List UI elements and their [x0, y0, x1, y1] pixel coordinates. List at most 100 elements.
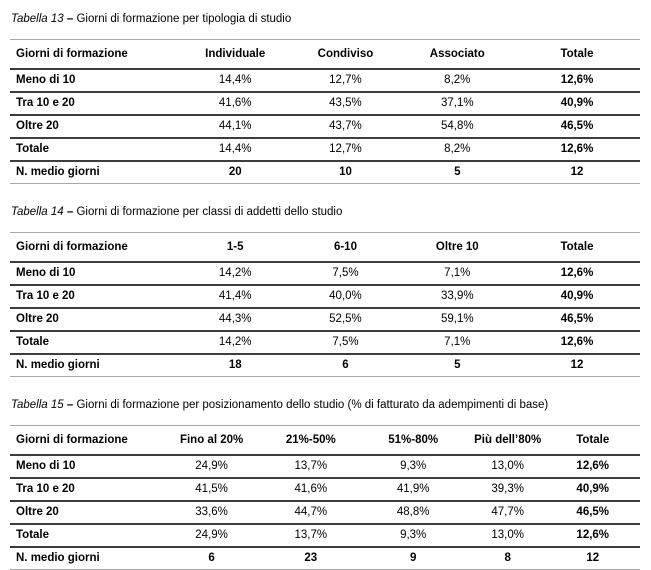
table-title: Tabella 15 – Giorni di formazione per po… — [11, 398, 640, 413]
cell-value: 7,5% — [290, 330, 401, 354]
table-row: Tra 10 e 20 41,6% 43,5% 37,1% 40,9% — [10, 91, 640, 115]
table-title-separator: – — [66, 399, 74, 411]
row-label: Tra 10 e 20 — [10, 477, 159, 501]
table-row: Meno di 10 24,9% 13,7% 9,3% 13,0% 12,6% — [10, 454, 640, 478]
table-title-label: Tabella 13 — [11, 13, 64, 25]
table-row: Tra 10 e 20 41,5% 41,6% 41,9% 39,3% 40,9% — [10, 477, 640, 501]
cell-value: 14,2% — [180, 330, 291, 354]
column-header: Individuale — [205, 48, 266, 60]
cell-value: 12 — [513, 160, 640, 184]
cell-value: 41,6% — [265, 477, 357, 501]
cell-value: 43,7% — [290, 114, 401, 138]
cell-value: 9,3% — [356, 454, 470, 478]
row-label: N. medio giorni — [10, 160, 181, 184]
table-row: Oltre 20 44,1% 43,7% 54,8% 46,5% — [10, 114, 640, 138]
table-title-separator: – — [66, 206, 74, 218]
row-label: Totale — [10, 330, 181, 354]
cell-value: 7,1% — [400, 330, 514, 354]
cell-value: 44,1% — [180, 114, 291, 138]
table-row: Oltre 20 33,6% 44,7% 48,8% 47,7% 46,5% — [10, 500, 640, 524]
tabella-14-table: Giorni di formazione 1-5 6-10 Oltre 10 Total… — [10, 232, 640, 377]
cell-value: 43,5% — [290, 91, 401, 115]
column-header: 1-5 — [226, 241, 244, 253]
column-header: Oltre 10 — [435, 241, 479, 253]
cell-value: 14,4% — [180, 137, 291, 161]
table-title-label: Tabella 14 — [11, 206, 64, 218]
column-header: Giorni di formazione — [16, 48, 128, 60]
cell-value: 14,4% — [180, 68, 291, 92]
cell-value: 46,5% — [513, 307, 640, 331]
cell-value: 18 — [180, 353, 291, 377]
row-label: Totale — [10, 137, 181, 161]
cell-value: 12,7% — [290, 68, 401, 92]
table-row: N. medio giorni 18 6 5 12 — [10, 353, 640, 377]
cell-value: 41,6% — [180, 91, 291, 115]
cell-value: 40,9% — [513, 284, 640, 308]
cell-value: 40,9% — [545, 477, 640, 501]
cell-value: 12,6% — [513, 330, 640, 354]
table-title-text: Giorni di formazione per tipologia di st… — [76, 13, 292, 25]
cell-value: 12 — [513, 353, 640, 377]
column-header: 51%-80% — [388, 434, 439, 446]
column-header: Condiviso — [317, 48, 374, 60]
header-row: Giorni di formazione Fino al 20% 21%-50% 51… — [10, 426, 640, 456]
cell-value: 40,9% — [513, 91, 640, 115]
cell-value: 40,0% — [290, 284, 401, 308]
header-row: Giorni di formazione 1-5 6-10 Oltre 10 Total… — [10, 233, 640, 263]
cell-value: 20 — [180, 160, 291, 184]
tabella-15-section: Tabella 15 – Giorni di formazione per po… — [10, 398, 640, 570]
column-header: Giorni di formazione — [16, 241, 128, 253]
cell-value: 12,6% — [513, 137, 640, 161]
cell-value: 41,4% — [180, 284, 291, 308]
cell-value: 8 — [469, 546, 546, 570]
cell-value: 46,5% — [513, 114, 640, 138]
cell-value: 24,9% — [158, 523, 266, 547]
table-row: Totale 14,2% 7,5% 7,1% 12,6% — [10, 330, 640, 354]
cell-value: 8,2% — [400, 68, 514, 92]
cell-value: 13,7% — [265, 523, 357, 547]
column-header: 6-10 — [333, 241, 357, 253]
row-label: Oltre 20 — [10, 114, 181, 138]
cell-value: 37,1% — [400, 91, 514, 115]
document-page: { "page": { "background": "#ffffff", "te… — [10, 12, 640, 570]
cell-value: 13,0% — [469, 454, 546, 478]
tabella-14-section: Tabella 14 – Giorni di formazione per cl… — [10, 205, 640, 377]
cell-value: 47,7% — [469, 500, 546, 524]
cell-value: 44,7% — [265, 500, 357, 524]
table-title-separator: – — [66, 13, 74, 25]
row-label: Tra 10 e 20 — [10, 284, 181, 308]
column-header: Associato — [429, 48, 485, 60]
table-title: Tabella 14 – Giorni di formazione per cl… — [11, 205, 640, 220]
cell-value: 8,2% — [400, 137, 514, 161]
cell-value: 48,8% — [356, 500, 470, 524]
table-row: N. medio giorni 20 10 5 12 — [10, 160, 640, 184]
cell-value: 9 — [356, 546, 470, 570]
table-row: Meno di 10 14,2% 7,5% 7,1% 12,6% — [10, 261, 640, 285]
row-label: N. medio giorni — [10, 546, 159, 570]
cell-value: 12,6% — [545, 523, 640, 547]
table-title: Tabella 13 – Giorni di formazione per ti… — [11, 12, 640, 27]
cell-value: 10 — [290, 160, 401, 184]
cell-value: 12,6% — [545, 454, 640, 478]
table-title-text: Giorni di formazione per posizionamento … — [76, 399, 549, 411]
column-header: Totale — [576, 434, 610, 446]
cell-value: 14,2% — [180, 261, 291, 285]
column-header: Totale — [560, 241, 594, 253]
cell-value: 13,0% — [469, 523, 546, 547]
cell-value: 7,1% — [400, 261, 514, 285]
column-header: Giorni di formazione — [16, 434, 128, 446]
column-header: Più dell’80% — [474, 434, 542, 446]
cell-value: 7,5% — [290, 261, 401, 285]
cell-value: 44,3% — [180, 307, 291, 331]
cell-value: 12,6% — [513, 68, 640, 92]
row-label: Meno di 10 — [10, 68, 181, 92]
column-header: Totale — [560, 48, 594, 60]
column-header: Fino al 20% — [179, 434, 244, 446]
table-row: N. medio giorni 6 23 9 8 12 — [10, 546, 640, 570]
cell-value: 39,3% — [469, 477, 546, 501]
row-label: Meno di 10 — [10, 454, 159, 478]
row-label: Tra 10 e 20 — [10, 91, 181, 115]
cell-value: 9,3% — [356, 523, 470, 547]
table-title-text: Giorni di formazione per classi di addet… — [76, 206, 343, 218]
row-label: Oltre 20 — [10, 500, 159, 524]
